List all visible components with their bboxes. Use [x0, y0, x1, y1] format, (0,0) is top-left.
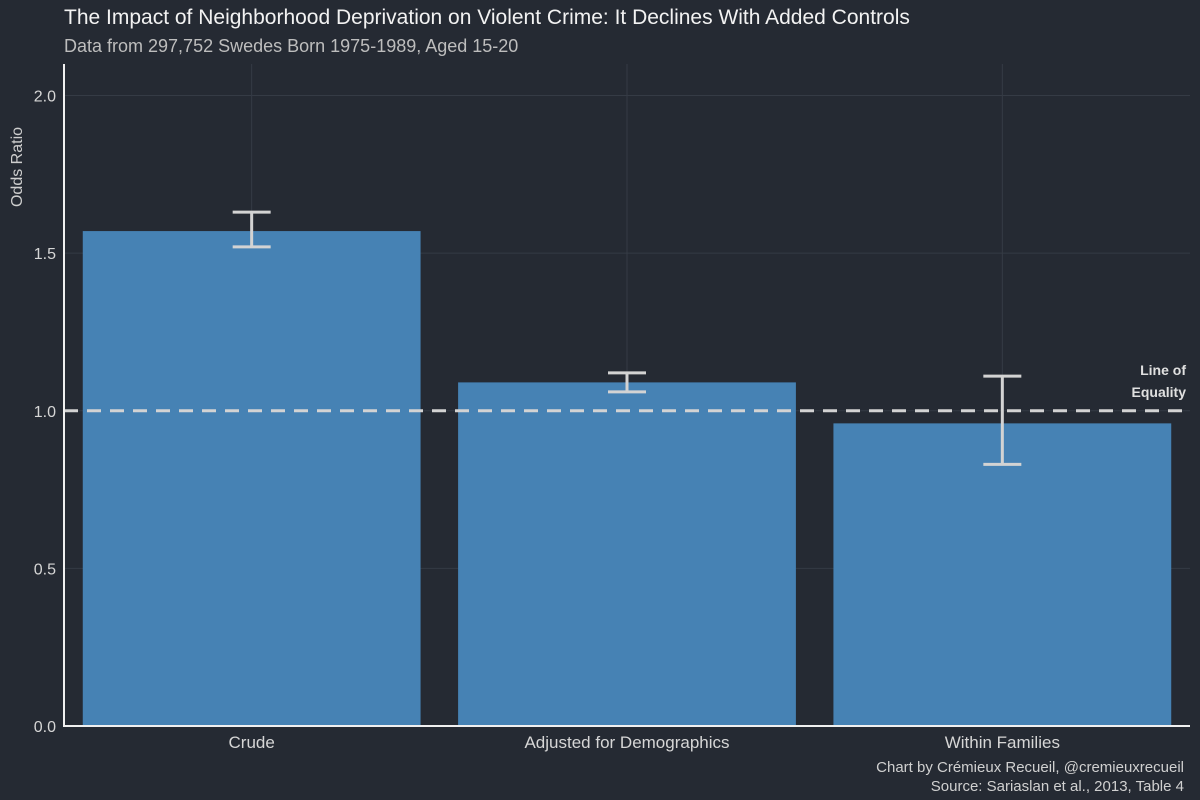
axis-layer — [63, 64, 1190, 727]
caption-source: Source: Sariaslan et al., 2013, Table 4 — [930, 778, 1184, 795]
reference-label-line1: Line of — [1140, 362, 1186, 378]
bar-2 — [833, 423, 1172, 726]
caption-credit: Chart by Crémieux Recueil, @cremieuxrecu… — [876, 759, 1184, 776]
y-tick-label-2: 1.0 — [34, 404, 56, 421]
bar-0 — [82, 231, 421, 727]
x-category-label-0: Crude — [229, 733, 275, 752]
x-category-label-2: Within Families — [945, 733, 1060, 752]
bar-1 — [458, 382, 796, 726]
y-tick-label-4: 2.0 — [34, 89, 56, 106]
chart-title: The Impact of Neighborhood Deprivation o… — [64, 6, 910, 29]
x-category-label-1: Adjusted for Demographics — [524, 733, 729, 752]
bar-layer — [82, 231, 1172, 727]
chart-subtitle: Data from 297,752 Swedes Born 1975-1989,… — [64, 36, 519, 56]
y-axis-label: Odds Ratio — [9, 127, 26, 207]
errorbar-layer — [232, 210, 1022, 466]
y-tick-label-0: 0.0 — [34, 719, 56, 736]
y-tick-label-1: 0.5 — [34, 561, 56, 578]
reference-label-line2: Equality — [1132, 384, 1187, 400]
chart-caption: Chart by Crémieux Recueil, @cremieuxrecu… — [876, 758, 1184, 796]
label-layer: 0.0 0.5 1.0 1.5 2.0 Crude Adjusted for Demogra… — [9, 89, 1186, 752]
y-tick-label-3: 1.5 — [34, 246, 56, 263]
